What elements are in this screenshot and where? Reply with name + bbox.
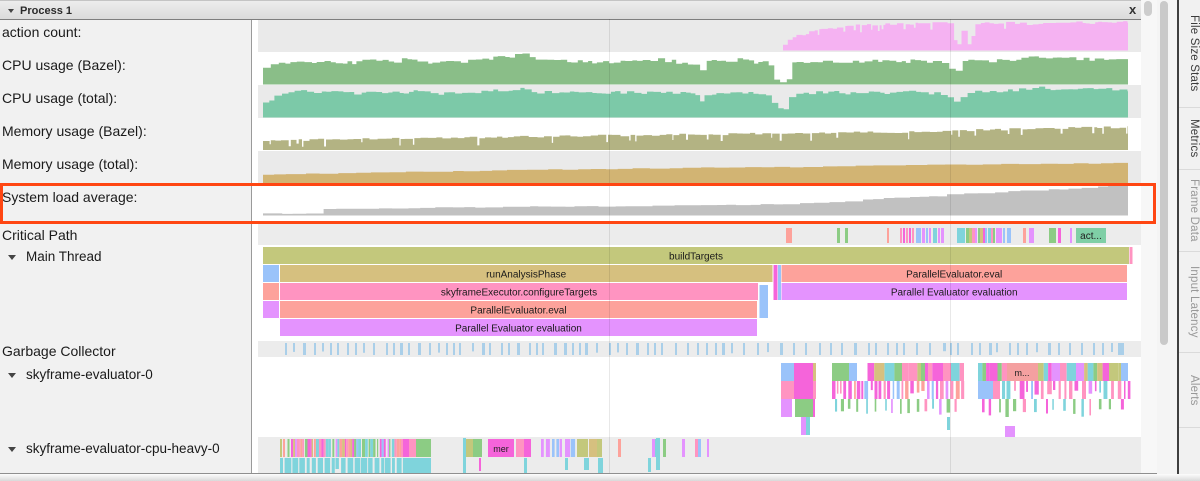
svg-text:Parallel Evaluator evaluation: Parallel Evaluator evaluation — [455, 323, 582, 334]
svg-text:ParallelEvaluator.eval: ParallelEvaluator.eval — [906, 269, 1002, 280]
svg-text:runAnalysisPhase: runAnalysisPhase — [486, 269, 566, 280]
svg-text:buildTargets: buildTargets — [669, 251, 723, 262]
svg-text:Parallel Evaluator evaluation: Parallel Evaluator evaluation — [891, 287, 1018, 298]
svg-text:act...: act... — [1080, 231, 1102, 242]
svg-text:ParallelEvaluator.eval: ParallelEvaluator.eval — [470, 305, 566, 316]
svg-text:mer: mer — [493, 444, 509, 454]
svg-text:skyframeExecutor.configureTarg: skyframeExecutor.configureTargets — [441, 287, 597, 298]
svg-text:m...: m... — [1015, 368, 1030, 378]
